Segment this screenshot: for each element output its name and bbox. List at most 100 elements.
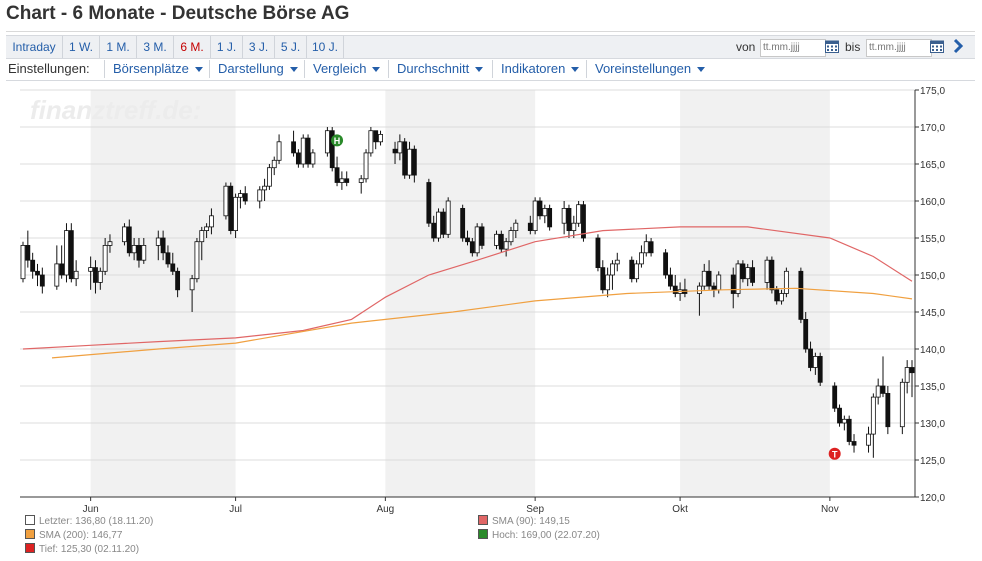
candle-body [295,152,301,165]
y-tick-label: 165,0 [920,160,945,171]
candle-body [634,263,640,280]
legend-high: Hoch: 169,00 (22.07.20) [478,529,600,541]
candle-body [904,367,910,383]
legend-low-text: Tief: 125,30 (02.11.20) [39,544,140,555]
candle-body [209,215,214,228]
candle-body [639,252,644,265]
sma200-line [51,287,913,359]
candle-body [648,241,654,254]
menu-vergleich-label: Vergleich [313,61,367,76]
menu-voreinstellungen-label: Voreinstellungen [595,61,692,76]
candle-body [25,244,31,261]
page-title: Chart - 6 Monate - Deutsche Börse AG [6,3,350,24]
menu-darstellung[interactable]: Darstellung [209,60,298,78]
candle-body [547,207,553,228]
menu-boersenplaetze[interactable]: Börsenplätze [104,60,203,78]
menu-durchschnitt[interactable]: Durchschnitt [388,60,484,78]
candle-body [223,185,229,217]
low-marker [828,447,841,460]
candle-body [513,222,519,231]
candle-body [851,441,857,446]
candle-body [68,230,74,280]
chevron-right-icon[interactable] [952,38,964,54]
candle-body [329,130,335,169]
candle-body [73,270,79,280]
legend-last: Letzter: 136,80 (18.11.20) [25,515,153,527]
candle-body [460,207,466,239]
candle-body [764,259,770,283]
candle-body [431,222,437,239]
tab-1m[interactable]: 1 M. [100,36,137,58]
x-tick-label: Jun [83,504,99,515]
candle-body [716,274,722,291]
tab-5j[interactable]: 5 J. [275,36,307,58]
candle-body [175,270,181,291]
candle-body [595,237,601,269]
tab-intraday[interactable]: Intraday [6,36,63,58]
candle-body [397,141,403,154]
y-tick-label: 155,0 [920,234,945,245]
from-date-input[interactable] [760,39,826,57]
to-calendar-icon[interactable] [930,39,944,53]
menu-darstellung-label: Darstellung [218,61,284,76]
watermark: finanztreff.de: [30,95,201,125]
candle-body [305,137,311,165]
tab-10j[interactable]: 10 J. [307,36,344,58]
candle-body [610,263,615,276]
candle-body [614,259,620,265]
candle-body [35,270,40,276]
candle-body [672,285,678,294]
candle-body [885,392,891,428]
legend-sma200: SMA (200): 146,77 [25,529,122,541]
legend-swatch [478,515,488,525]
candle-body [566,207,572,231]
candle-body [798,270,804,320]
candle-body [532,200,538,232]
month-band [680,90,830,497]
from-calendar-icon[interactable] [825,39,839,53]
legend-swatch [25,529,35,539]
tab-1j[interactable]: 1 J. [211,36,243,58]
candle-body [600,267,606,291]
candle-body [257,189,263,202]
tab-6m[interactable]: 6 M. [174,36,211,58]
candle-body [841,418,847,424]
title-divider [6,31,975,32]
month-band [90,90,236,497]
candle-body [803,318,809,350]
candle-body [88,267,94,272]
x-tick-label: Nov [821,504,839,515]
tab-3j[interactable]: 3 J. [243,36,275,58]
tab-3m[interactable]: 3 M. [137,36,174,58]
candle-body [131,244,137,254]
menu-indikatoren[interactable]: Indikatoren [492,60,580,78]
candle-body [339,178,345,183]
candle-body [899,381,905,428]
candle-body [392,148,398,154]
candle-body [663,252,669,276]
y-tick-label: 175,0 [920,86,945,97]
candle-body [808,348,813,368]
caret-down-icon [475,67,484,73]
legend-swatch [478,529,488,539]
menu-vergleich[interactable]: Vergleich [304,60,381,78]
to-label: bis [845,40,861,54]
candle-body [837,407,842,424]
menu-durchschnitt-label: Durchschnitt [397,61,470,76]
caret-down-icon [289,67,298,73]
candle-body [701,270,707,287]
candle-body [165,252,171,265]
to-date-input[interactable] [866,39,932,57]
candle-body [411,148,417,176]
candle-body [774,289,780,302]
candle-body [204,226,210,231]
candle-body [711,285,717,291]
x-tick-label: Sep [526,504,544,515]
tab-1w[interactable]: 1 W. [63,36,100,58]
candle-body [20,244,26,280]
candle-body [262,185,267,191]
x-tick-label: Aug [376,504,394,515]
legend-sma90: SMA (90): 149,15 [478,515,570,527]
candle-body [706,270,712,287]
menu-voreinstellungen[interactable]: Voreinstellungen [586,60,706,78]
